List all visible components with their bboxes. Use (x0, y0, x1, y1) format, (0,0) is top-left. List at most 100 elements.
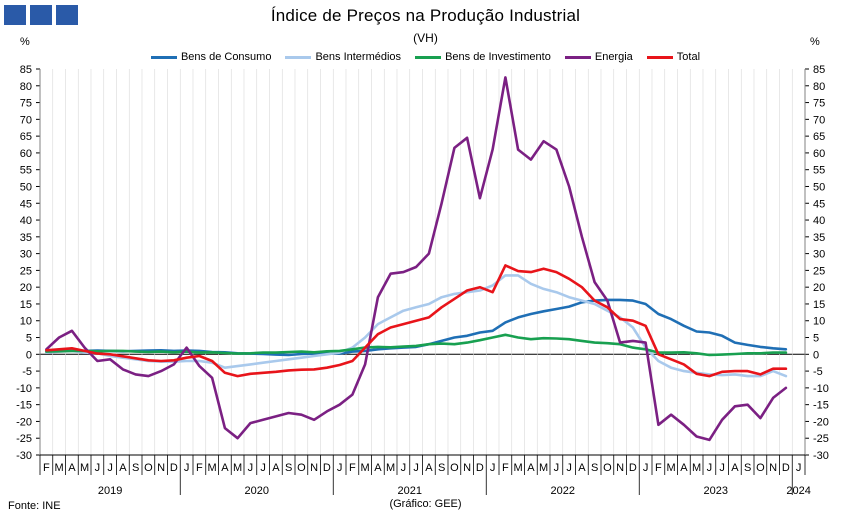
y-tick-label-left: -20 (16, 416, 32, 428)
y-tick-label-right: 5 (813, 333, 819, 345)
x-year-label: 2019 (98, 485, 122, 497)
x-month-label: M (208, 462, 217, 474)
legend-item-consumo: Bens de Consumo (150, 51, 272, 63)
x-month-label: F (43, 462, 50, 474)
x-year-label: 2024 (786, 485, 810, 497)
y-tick-label-right: 85 (813, 64, 825, 76)
y-tick-label-right: 30 (813, 249, 825, 261)
x-month-label: J (554, 462, 560, 474)
chart-source: Fonte: INE (8, 500, 61, 512)
y-tick-label-left: 80 (20, 81, 32, 93)
legend-swatch (150, 55, 177, 59)
x-month-label: J (707, 462, 713, 474)
y-tick-label-right: 25 (813, 265, 825, 277)
y-tick-label-right: 0 (813, 349, 819, 361)
x-month-label: J (643, 462, 649, 474)
legend-label: Bens Intermédios (315, 51, 402, 63)
x-month-label: F (349, 462, 356, 474)
chart-credit: (Gráfico: GEE) (389, 498, 462, 510)
x-month-label: F (655, 462, 662, 474)
x-year-label: 2023 (704, 485, 728, 497)
y-tick-label-right: -20 (813, 416, 829, 428)
y-tick-label-left: 65 (20, 131, 32, 143)
x-month-label: S (591, 462, 598, 474)
x-month-label: J (184, 462, 190, 474)
y-tick-label-left: 20 (20, 282, 32, 294)
x-year-label: 2020 (245, 485, 269, 497)
x-month-label: A (527, 462, 535, 474)
x-month-label: J (248, 462, 254, 474)
x-month-label: N (157, 462, 165, 474)
x-month-label: S (744, 462, 751, 474)
y-tick-label-right: 20 (813, 282, 825, 294)
legend-label: Bens de Consumo (180, 51, 272, 63)
y-tick-label-right: -10 (813, 383, 829, 395)
x-month-label: M (233, 462, 242, 474)
y-tick-label-left: 5 (26, 333, 32, 345)
x-month-label: S (285, 462, 292, 474)
x-month-label: F (196, 462, 203, 474)
x-month-label: A (272, 462, 280, 474)
x-month-label: M (55, 462, 64, 474)
x-month-label: D (782, 462, 790, 474)
y-tick-label-right: 70 (813, 114, 825, 126)
chart-subtitle: (VH) (413, 31, 438, 45)
x-month-label: A (578, 462, 586, 474)
legend-swatch (646, 55, 673, 59)
x-year-label: 2022 (551, 485, 575, 497)
x-month-label: J (566, 462, 572, 474)
x-month-label: J (719, 462, 725, 474)
legend-item-intermedios: Bens Intermédios (285, 51, 401, 63)
y-tick-label-left: 30 (20, 249, 32, 261)
x-year-label: 2021 (398, 485, 422, 497)
x-month-label: M (692, 462, 701, 474)
y-tick-label-left: 75 (20, 98, 32, 110)
x-month-label: A (68, 462, 76, 474)
series-line-energia (45, 76, 788, 442)
y-tick-label-right: 65 (813, 131, 825, 143)
x-month-label: M (361, 462, 370, 474)
x-month-label: J (95, 462, 101, 474)
y-tick-label-left: 50 (20, 181, 32, 193)
y-tick-label-right: 35 (813, 232, 825, 244)
y-tick-label-left: 15 (20, 299, 32, 311)
y-tick-label-left: -30 (16, 450, 32, 462)
y-tick-label-right: 50 (813, 181, 825, 193)
x-month-label: O (756, 462, 765, 474)
legend-swatch (285, 55, 312, 59)
legend-item-total: Total (646, 51, 700, 63)
x-month-label: J (337, 462, 343, 474)
y-tick-label-right: 80 (813, 81, 825, 93)
y-tick-label-right: -5 (813, 366, 823, 378)
y-tick-label-right: -25 (813, 433, 829, 445)
x-month-label: A (221, 462, 229, 474)
x-month-label: N (463, 462, 471, 474)
x-month-label: J (260, 462, 266, 474)
y-tick-label-left: 70 (20, 114, 32, 126)
x-month-label: N (310, 462, 318, 474)
legend-item-investimento: Bens de Investimento (415, 51, 551, 63)
x-month-label: O (603, 462, 612, 474)
logo-block-1 (4, 5, 26, 25)
series-line-bens-de-investimento (45, 333, 788, 357)
y-tick-label-right: 45 (813, 198, 825, 210)
y-tick-label-left: 45 (20, 198, 32, 210)
y-tick-label-left: 35 (20, 232, 32, 244)
series-line-total (45, 264, 788, 378)
x-month-label: D (323, 462, 331, 474)
x-month-label: A (680, 462, 688, 474)
x-month-label: M (386, 462, 395, 474)
y-tick-label-left: 40 (20, 215, 32, 227)
x-month-label: A (425, 462, 433, 474)
chart-title: Índice de Preços na Produção Industrial (270, 6, 581, 25)
x-month-label: J (413, 462, 419, 474)
logo-block-3 (56, 5, 78, 25)
y-tick-label-left: -25 (16, 433, 32, 445)
x-month-label: J (401, 462, 407, 474)
y-tick-label-right: 15 (813, 299, 825, 311)
legend-swatch (564, 55, 591, 59)
x-month-label: M (514, 462, 523, 474)
x-month-label: D (170, 462, 178, 474)
y-tick-label-left: 25 (20, 265, 32, 277)
